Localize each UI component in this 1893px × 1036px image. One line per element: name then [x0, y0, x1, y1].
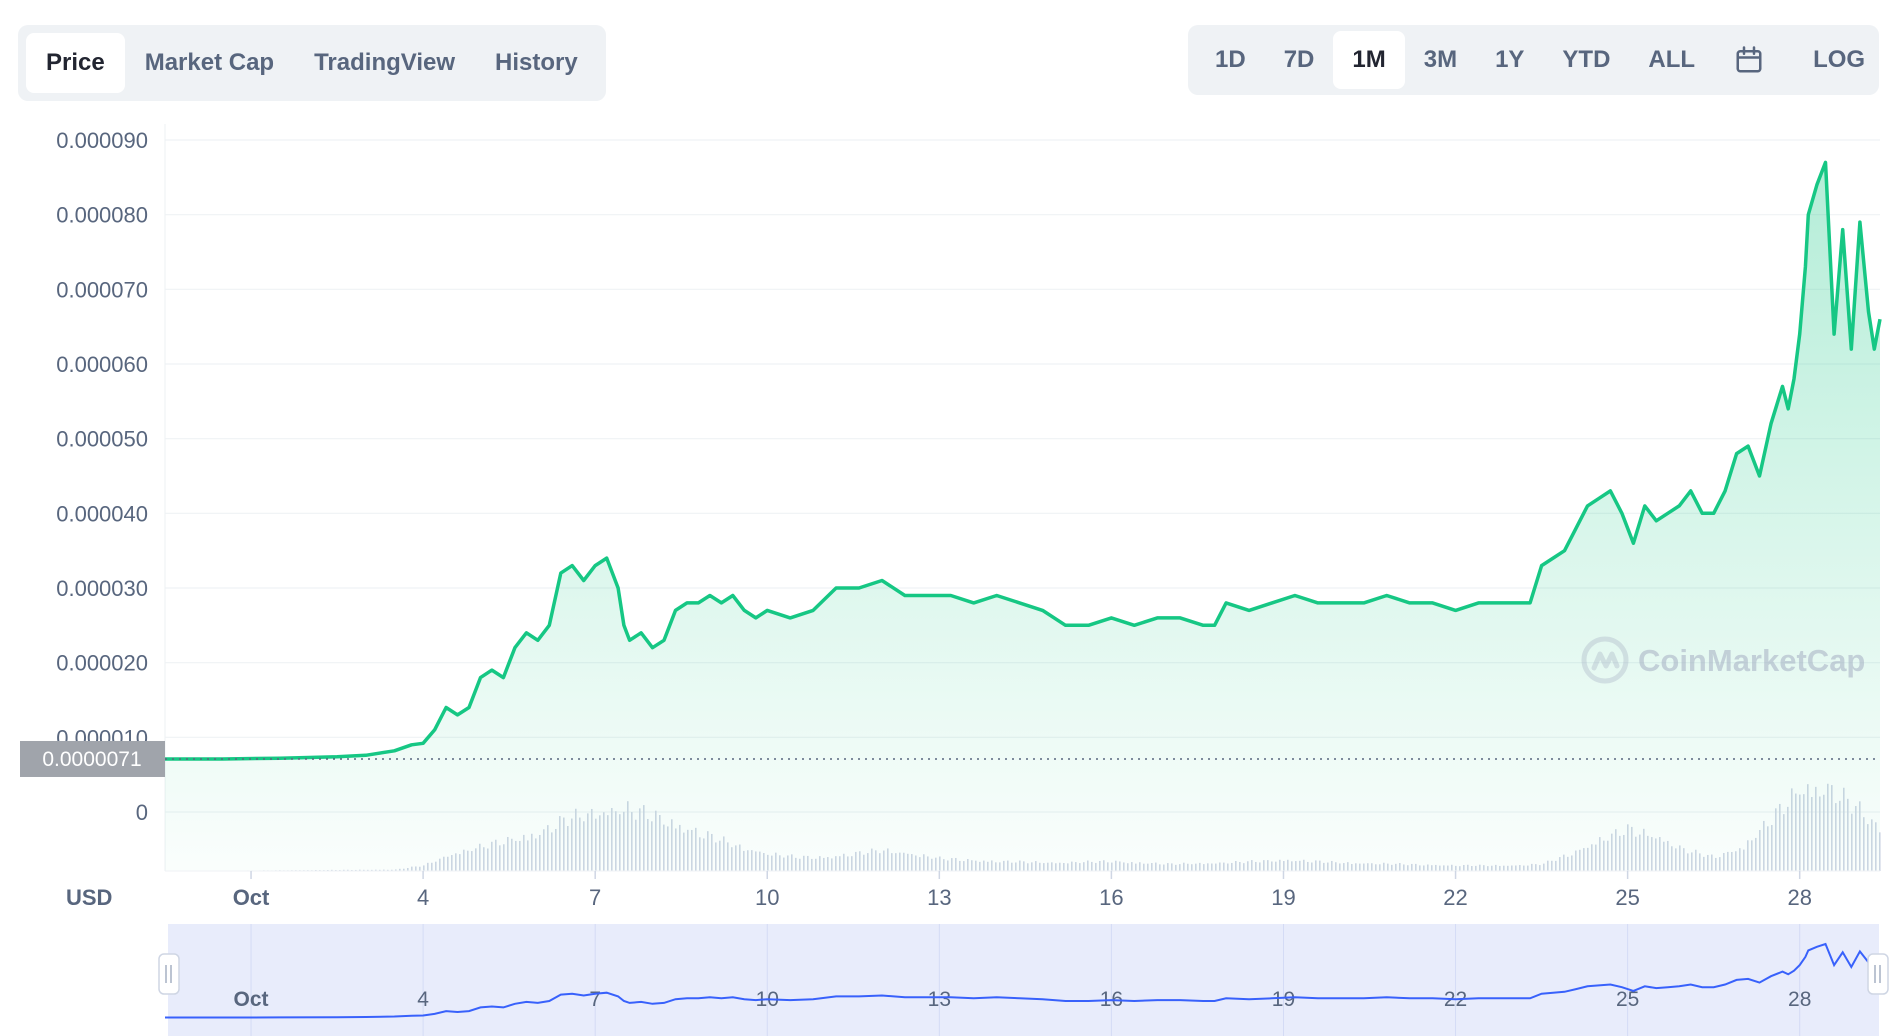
x-tick-label: 22 — [1443, 885, 1467, 910]
x-tick-label: 7 — [589, 885, 601, 910]
coinmarketcap-logo-icon — [1581, 636, 1629, 684]
range-7d-button[interactable]: 7D — [1283, 46, 1315, 73]
navigator-label: 13 — [928, 988, 951, 1011]
currency-label: USD — [66, 885, 112, 910]
log-scale-button[interactable]: LOG — [1813, 46, 1866, 73]
x-tick-label: 19 — [1271, 885, 1295, 910]
y-axis-ticks: 0.000090 0.000080 0.000070 0.000060 0.000050… — [56, 128, 148, 825]
y-tick-label: 0.000090 — [56, 128, 148, 153]
navigator-label: 4 — [417, 988, 429, 1011]
tab-tradingview[interactable]: TradingView — [314, 49, 456, 76]
navigator-label: 25 — [1616, 988, 1639, 1011]
price-area — [165, 162, 1880, 871]
x-axis-ticks: Oct 4 7 10 13 16 19 22 25 28 — [233, 871, 1812, 910]
range-3m-button[interactable]: 3M — [1423, 46, 1458, 73]
y-tick-label: 0 — [136, 800, 148, 825]
range-1y-button[interactable]: 1Y — [1495, 46, 1525, 73]
x-tick-label: 13 — [927, 885, 951, 910]
x-tick-label: 4 — [417, 885, 429, 910]
y-tick-label: 0.000050 — [56, 427, 148, 452]
y-tick-label: 0.000070 — [56, 277, 148, 302]
chart-type-tabs: Price Market Cap TradingView History — [18, 25, 606, 101]
navigator-label: 28 — [1788, 988, 1811, 1011]
calendar-icon — [1736, 46, 1762, 73]
range-navigator[interactable]: Oct 4 7 10 13 16 19 22 25 28 — [158, 924, 1889, 1036]
x-tick-label: 28 — [1787, 885, 1811, 910]
x-tick-label: 25 — [1615, 885, 1639, 910]
tab-history[interactable]: History — [495, 49, 578, 76]
range-1d-button[interactable]: 1D — [1215, 46, 1246, 73]
x-tick-label: 16 — [1099, 885, 1123, 910]
y-tick-label: 0.000060 — [56, 352, 148, 377]
tab-market-cap[interactable]: Market Cap — [144, 49, 275, 76]
price-line — [165, 160, 1882, 761]
calendar-button[interactable] — [1714, 31, 1778, 89]
y-tick-label: 0.000080 — [56, 203, 148, 228]
watermark: CoinMarketCap — [1581, 636, 1865, 684]
range-ytd-button[interactable]: YTD — [1562, 46, 1611, 73]
range-1m-button[interactable]: 1M — [1333, 31, 1405, 89]
time-range-selector: 1D 7D 1M 3M 1Y YTD ALL LOG — [1188, 25, 1879, 95]
y-tick-label: 0.000020 — [56, 651, 148, 676]
navigator-window[interactable] — [168, 924, 1879, 1036]
current-price-tag: 0.0000071 — [20, 740, 165, 777]
watermark-text: CoinMarketCap — [1638, 643, 1865, 678]
x-tick-label: 10 — [755, 885, 779, 910]
navigator-label: 7 — [589, 988, 601, 1011]
range-all-button[interactable]: ALL — [1648, 46, 1696, 73]
current-price-value: 0.0000071 — [42, 748, 141, 771]
navigator-left-handle[interactable] — [158, 953, 180, 995]
navigator-line — [165, 942, 1881, 1019]
x-tick-label: Oct — [233, 885, 270, 910]
y-tick-label: 0.000030 — [56, 576, 148, 601]
navigator-label: Oct — [234, 988, 269, 1011]
tab-price[interactable]: Price — [26, 33, 125, 93]
navigator-label: 19 — [1272, 988, 1295, 1011]
navigator-right-handle[interactable] — [1867, 953, 1889, 995]
y-tick-label: 0.000040 — [56, 501, 148, 526]
